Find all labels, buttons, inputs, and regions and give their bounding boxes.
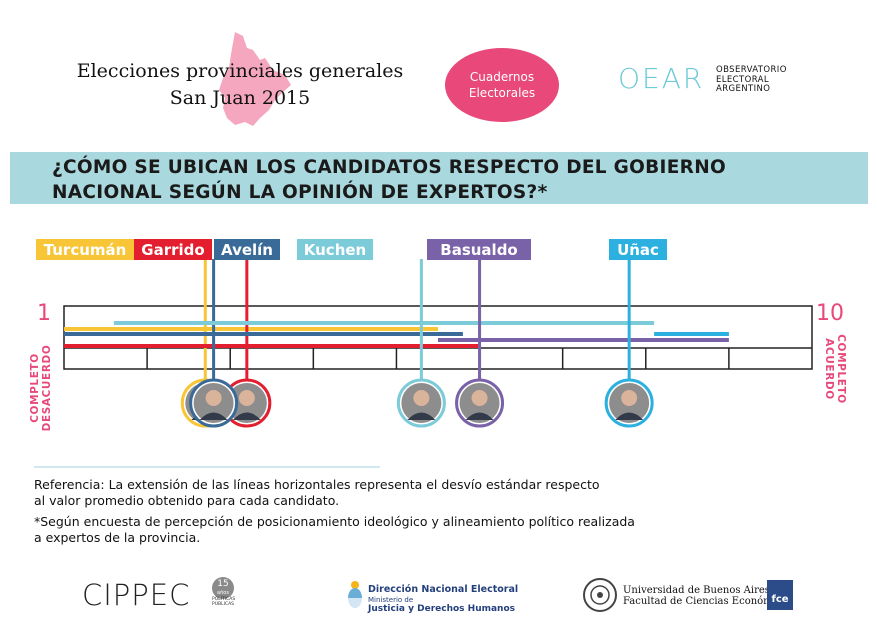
uba-line-1: Universidad de Buenos Aires [623, 585, 770, 596]
candidate-label-box-uñac [609, 239, 667, 260]
question-line-2: NACIONAL SEGÚN LA OPINIÓN DE EXPERTOS?* [52, 182, 548, 203]
reference-divider [34, 466, 380, 468]
chart-frame [63, 305, 813, 370]
avatar-face-garrido [238, 390, 255, 406]
oear-line-2: ELECTORAL [716, 74, 770, 85]
argentina-coat-of-arms-icon [348, 581, 362, 608]
reference-line-1: Referencia: La extensión de las líneas h… [34, 477, 600, 492]
cippec-tag-1: POLÍTICAS [212, 597, 236, 602]
oear-line-1: OBSERVATORIO [716, 65, 787, 75]
axis-min-label-line-2: DESACUERDO [41, 344, 53, 432]
question-line-1: ¿CÓMO SE UBICAN LOS CANDIDATOS RESPECTO … [52, 157, 727, 178]
axis-min-label: COMPLETO DESACUERDO [29, 323, 53, 453]
cippec-tagline: POLÍTICAS PÚBLICAS [212, 597, 235, 607]
footnote-line-2: a expertos de la provincia. [34, 530, 201, 545]
cippec-years-sub: años [217, 590, 229, 596]
dne-ministry: Ministerio de Justicia y Derechos Humano… [368, 596, 515, 614]
candidate-label-kuchen: Kuchen [304, 241, 366, 259]
avatar-face-kuchen [413, 390, 430, 406]
cuadernos-electorales-badge: Cuadernos Electorales [445, 48, 559, 122]
avatar-body-uñac [615, 412, 644, 420]
page-title: Elecciones provinciales generales San Ju… [40, 58, 440, 112]
avatar-face-uñac [621, 390, 638, 406]
candidate-label-box-avelín [214, 239, 280, 260]
candidate-label-garrido: Garrido [141, 241, 204, 259]
candidate-label-box-turcumán [36, 239, 134, 260]
axis-min-value: 1 [37, 301, 51, 326]
axis-min-label-line-1: COMPLETO [29, 353, 41, 423]
cippec-anniversary-badge: 15 años [212, 577, 234, 599]
cippec-tag-2: PÚBLICAS [212, 602, 235, 607]
chart-question: ¿CÓMO SE UBICAN LOS CANDIDATOS RESPECTO … [52, 155, 842, 205]
axis-max-label-line-1: COMPLETO [835, 334, 847, 404]
uba-line-2: Facultad de Ciencias Económicas [623, 596, 793, 607]
footnote-line-1: *Según encuesta de percepción de posicio… [34, 514, 635, 529]
title-line-1: Elecciones provinciales generales [76, 60, 404, 82]
candidate-label-uñac: Uñac [617, 241, 659, 259]
axis-max-label: COMPLETO ACUERDO [823, 304, 847, 434]
footnote: *Según encuesta de percepción de posicio… [34, 514, 794, 546]
oear-name: OBSERVATORIO ELECTORAL ARGENTINO [716, 65, 787, 95]
reference-line-2: al valor promedio obtenido para cada can… [34, 493, 340, 508]
avatar-face-basualdo [471, 390, 488, 406]
badge-line-1: Cuadernos [469, 70, 535, 84]
axis-max-value: 10 [816, 301, 844, 326]
candidate-label-box-kuchen [297, 239, 373, 260]
title-line-2: San Juan 2015 [169, 87, 311, 109]
avatar-body-kuchen [407, 412, 436, 420]
candidate-label-turcumán: Turcumán [44, 241, 127, 259]
uba-name: Universidad de Buenos Aires Facultad de … [623, 585, 793, 607]
avatar-body-garrido [232, 412, 261, 420]
dne-sub-1: Ministerio de [368, 596, 414, 604]
avatar-body-basualdo [465, 412, 494, 420]
cippec-years: 15 [217, 579, 229, 589]
dne-title: Dirección Nacional Electoral [368, 584, 519, 595]
candidate-label-basualdo: Basualdo [440, 241, 517, 259]
candidate-label-box-garrido [134, 239, 212, 260]
badge-line-2: Electorales [468, 86, 536, 100]
reference-note: Referencia: La extensión de las líneas h… [34, 477, 734, 509]
candidate-label-box-basualdo [427, 239, 531, 260]
dne-sub-2: Justicia y Derechos Humanos [368, 604, 515, 614]
candidate-label-avelín: Avelín [221, 241, 273, 259]
axis-max-label-line-2: ACUERDO [823, 338, 835, 400]
avatar-face-avelín [205, 390, 222, 406]
oear-logo: OEAR [618, 62, 705, 95]
cippec-logo: CIPPEC [82, 578, 191, 612]
san-juan-map-shape [219, 32, 291, 126]
avatar-body-avelín [199, 412, 228, 420]
question-band [10, 152, 868, 204]
fce-logo: fce [767, 580, 793, 610]
oear-line-3: ARGENTINO [716, 84, 771, 94]
uba-seal-icon [583, 578, 617, 612]
candidate-position-chart: Turcumán Garrido Avelín Kuchen Basualdo Uñac [36, 239, 813, 428]
